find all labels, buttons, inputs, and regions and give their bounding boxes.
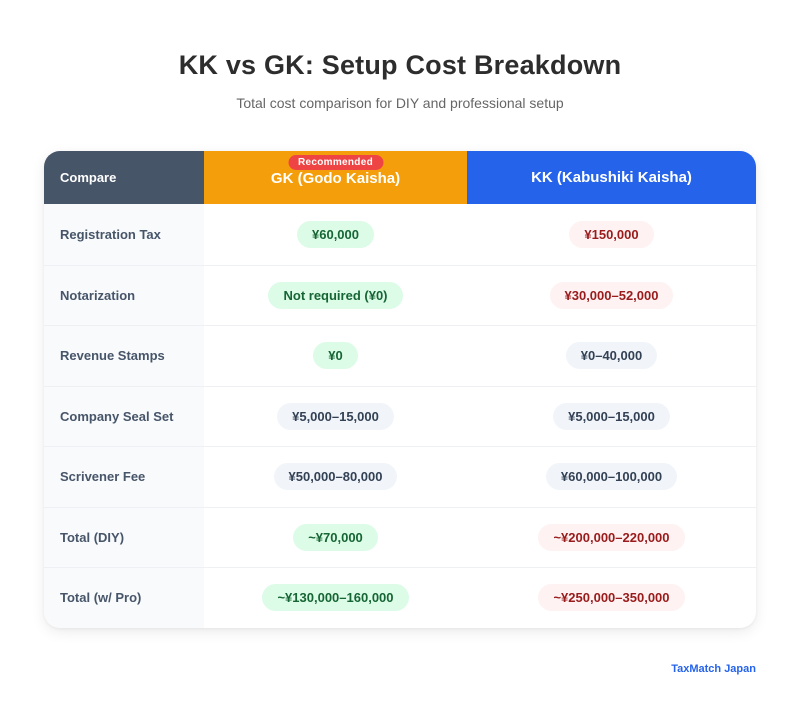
row-label: Scrivener Fee [44, 447, 204, 507]
kk-value-pill: ¥5,000–15,000 [553, 402, 670, 430]
comparison-table: Compare Recommended GK (Godo Kaisha) KK … [44, 151, 756, 628]
table-row: Registration Tax ¥60,000 ¥150,000 [44, 204, 756, 265]
gk-value-pill: ¥50,000–80,000 [273, 463, 398, 491]
kk-value-pill: ~¥250,000–350,000 [538, 584, 685, 612]
recommended-badge: Recommended [288, 155, 383, 170]
kk-value-pill: ~¥200,000–220,000 [538, 523, 685, 551]
header-compare: Compare [44, 151, 204, 204]
row-label: Total (w/ Pro) [44, 568, 204, 628]
gk-cell: ¥50,000–80,000 [204, 447, 467, 507]
kk-value-pill: ¥150,000 [569, 220, 654, 248]
kk-cell: ¥60,000–100,000 [467, 447, 756, 507]
row-label: Total (DIY) [44, 507, 204, 567]
table-row: Company Seal Set ¥5,000–15,000 ¥5,000–15… [44, 385, 756, 447]
header-gk: Recommended GK (Godo Kaisha) [204, 151, 467, 204]
page-subtitle: Total cost comparison for DIY and profes… [236, 95, 564, 111]
table-row: Total (w/ Pro) ~¥130,000–160,000 ~¥250,0… [44, 567, 756, 628]
kk-value-pill: ¥60,000–100,000 [545, 463, 678, 491]
table-row: Notarization Not required (¥0) ¥30,000–5… [44, 264, 756, 326]
gk-cell: ~¥130,000–160,000 [204, 568, 467, 628]
gk-cell: ¥60,000 [204, 204, 467, 265]
kk-cell: ¥150,000 [467, 204, 756, 265]
header-kk: KK (Kabushiki Kaisha) [467, 151, 756, 204]
kk-cell: ¥5,000–15,000 [467, 387, 756, 447]
gk-value-pill: Not required (¥0) [268, 281, 403, 309]
kk-cell: ¥0–40,000 [467, 326, 756, 386]
gk-value-pill: ¥60,000 [297, 220, 374, 248]
gk-cell: Not required (¥0) [204, 266, 467, 326]
gk-cell: ¥5,000–15,000 [204, 387, 467, 447]
kk-cell: ~¥200,000–220,000 [467, 508, 756, 568]
table-row: Revenue Stamps ¥0 ¥0–40,000 [44, 325, 756, 386]
kk-cell: ¥30,000–52,000 [467, 266, 756, 326]
gk-cell: ¥0 [204, 326, 467, 386]
brand-link[interactable]: TaxMatch Japan [671, 663, 756, 675]
gk-value-pill: ~¥70,000 [293, 523, 378, 551]
page-title: KK vs GK: Setup Cost Breakdown [178, 50, 622, 80]
kk-value-pill: ¥0–40,000 [565, 342, 658, 370]
gk-value-pill: ¥5,000–15,000 [277, 402, 394, 430]
table-row: Scrivener Fee ¥50,000–80,000 ¥60,000–100… [44, 446, 756, 507]
table-body: Registration Tax ¥60,000 ¥150,000 Notari… [44, 204, 756, 628]
kk-cell: ~¥250,000–350,000 [467, 568, 756, 628]
gk-cell: ~¥70,000 [204, 508, 467, 568]
kk-value-pill: ¥30,000–52,000 [549, 281, 674, 309]
table-row: Total (DIY) ~¥70,000 ~¥200,000–220,000 [44, 506, 756, 568]
row-label: Company Seal Set [44, 386, 204, 446]
row-label: Registration Tax [44, 204, 204, 265]
gk-value-pill: ~¥130,000–160,000 [262, 584, 409, 612]
row-label: Revenue Stamps [44, 326, 204, 386]
gk-value-pill: ¥0 [313, 342, 358, 370]
row-label: Notarization [44, 265, 204, 325]
header-gk-label: GK (Godo Kaisha) [270, 170, 401, 187]
table-header: Compare Recommended GK (Godo Kaisha) KK … [44, 151, 756, 204]
